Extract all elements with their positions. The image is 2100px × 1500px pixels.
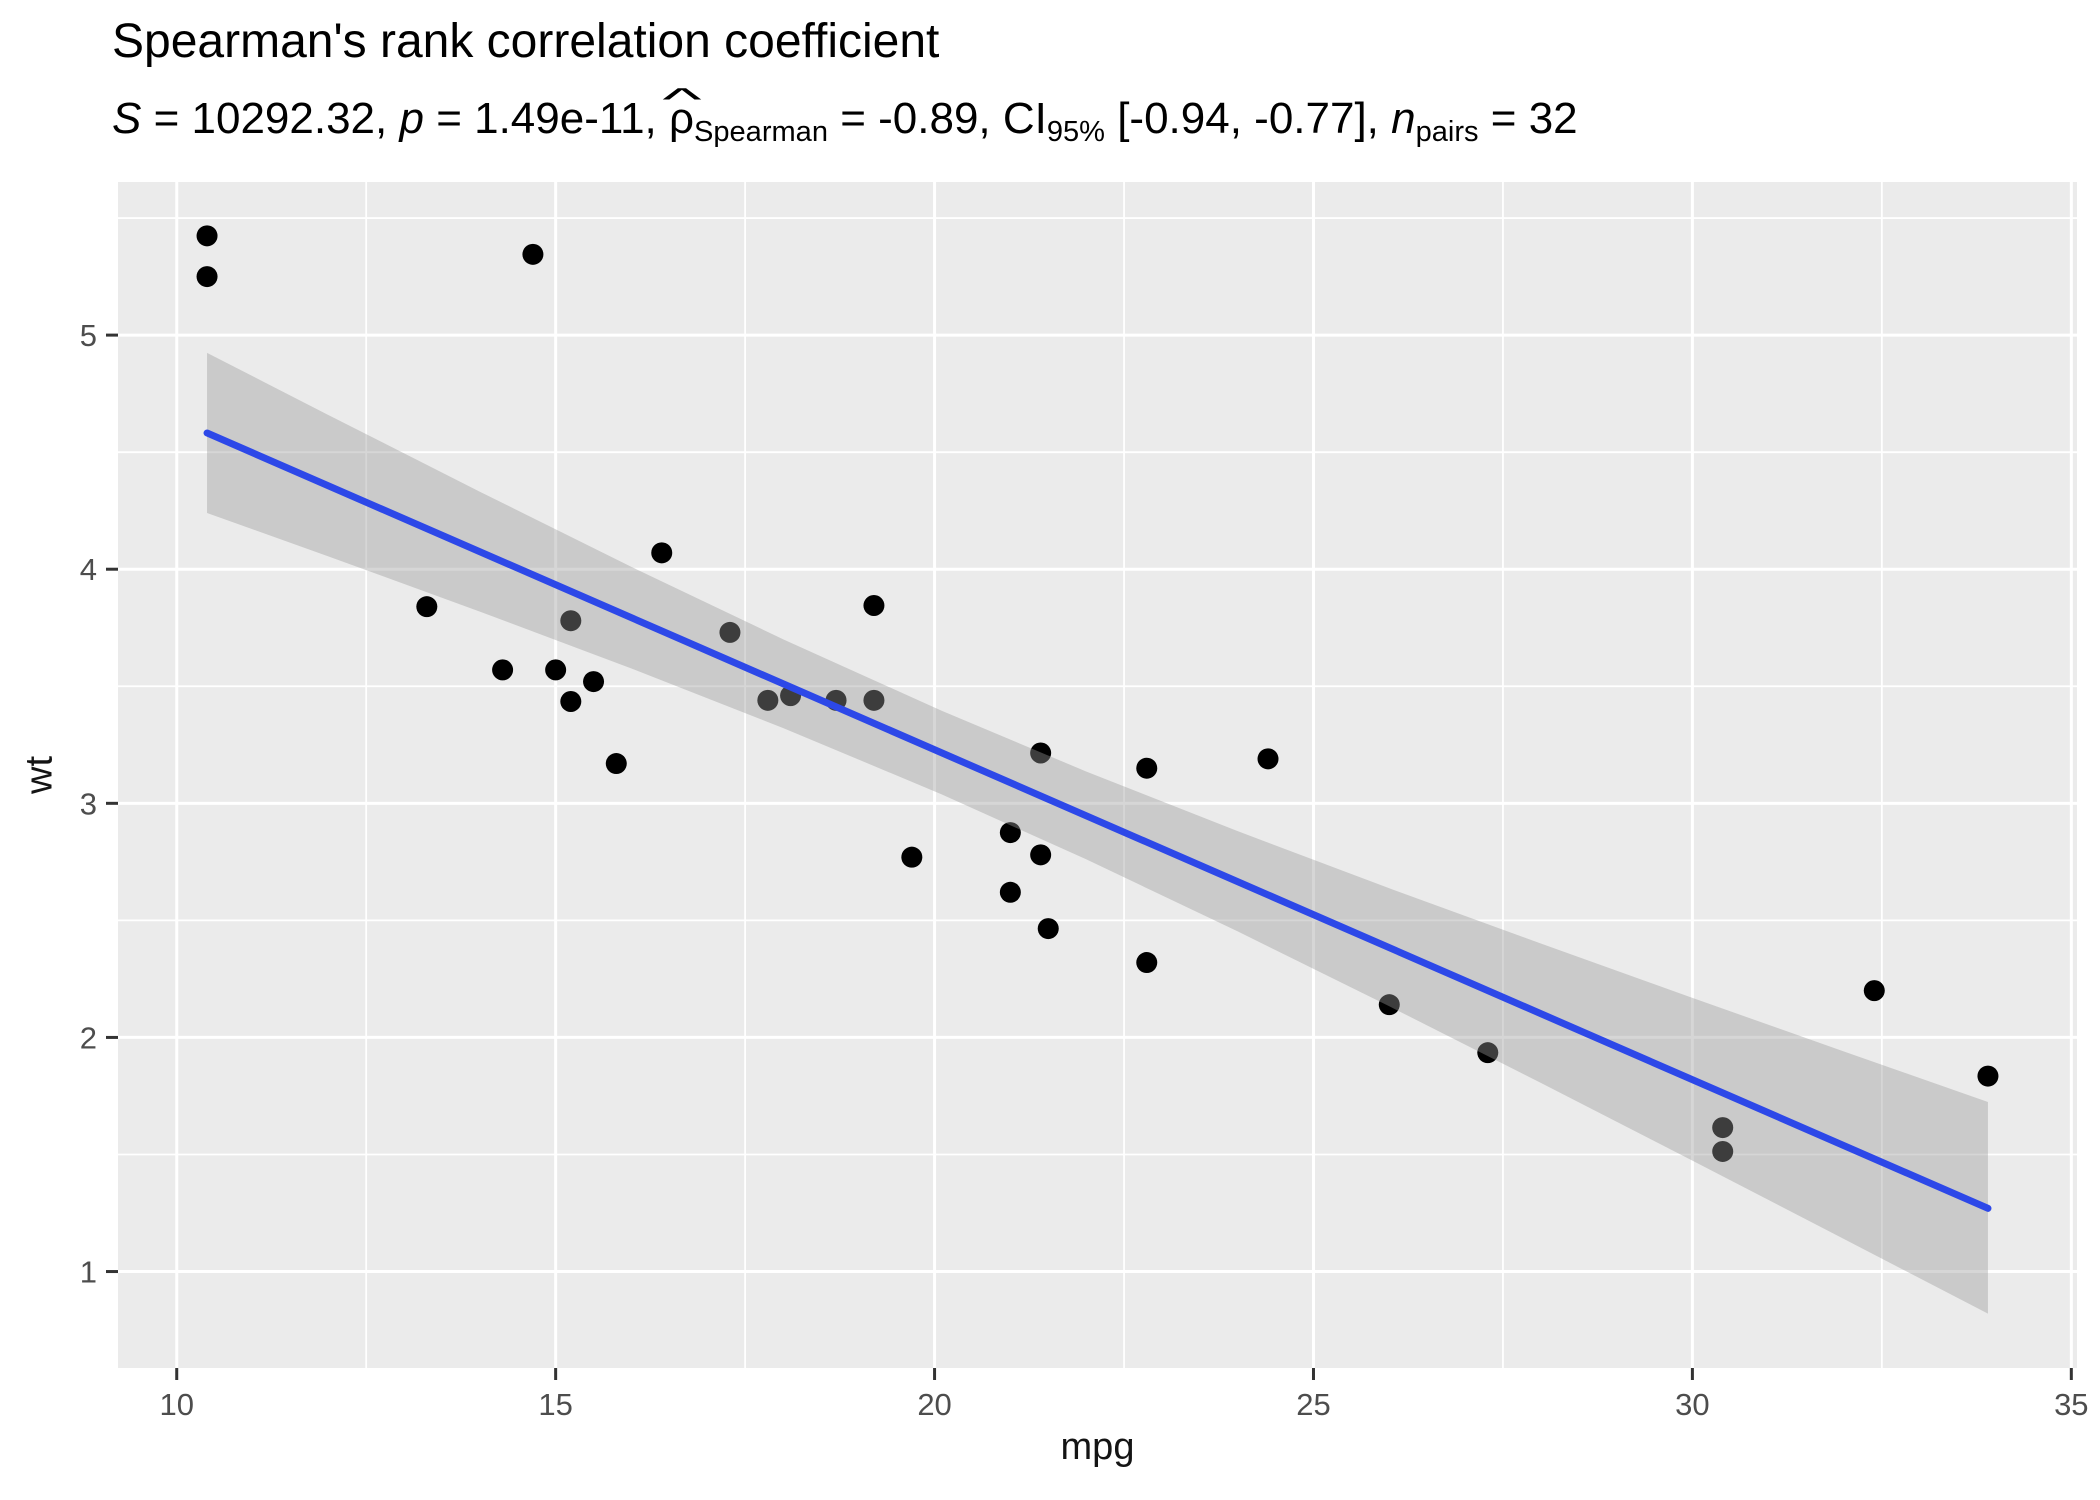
data-point: [1378, 994, 1400, 1016]
data-point: [863, 689, 885, 711]
data-point: [999, 822, 1021, 844]
data-point: [1712, 1140, 1734, 1162]
hat-accent: ^: [661, 81, 702, 117]
y-axis-title: wt: [18, 756, 61, 794]
data-point: [583, 671, 605, 693]
data-point: [1136, 757, 1158, 779]
x-tick-label: 15: [538, 1387, 572, 1422]
data-point: [1037, 918, 1059, 940]
data-point: [651, 542, 673, 564]
data-point: [719, 621, 741, 643]
subscript-text: pairs: [1415, 116, 1479, 149]
subscript-text: Spearman: [694, 116, 828, 149]
data-point: [545, 659, 567, 681]
subscript-text: 95%: [1046, 116, 1105, 149]
x-tick-label: 35: [2054, 1387, 2088, 1422]
data-point: [1136, 952, 1158, 974]
y-tick-label: 4: [80, 552, 97, 587]
plot-title: Spearman's rank correlation coefficient: [112, 15, 940, 68]
data-point: [416, 596, 438, 618]
data-point: [1030, 844, 1052, 866]
subtitle-text: S: [112, 94, 142, 143]
subtitle-text: [-0.94, -0.77],: [1104, 94, 1392, 143]
data-point: [901, 846, 923, 868]
data-point: [757, 689, 779, 711]
data-point: [605, 753, 627, 775]
y-tick-label: 5: [80, 318, 97, 353]
regression-line: [203, 429, 1992, 1212]
data-point: [522, 243, 544, 265]
x-tick-label: 30: [1675, 1387, 1709, 1422]
x-axis-title: mpg: [1060, 1426, 1135, 1468]
data-point: [863, 595, 885, 617]
data-point: [1712, 1117, 1734, 1139]
subtitle-text: p: [399, 94, 424, 143]
subtitle-text: n: [1391, 94, 1416, 143]
subtitle-text: = 1.49e-11,: [423, 94, 669, 143]
confidence-ribbon: [207, 352, 1988, 1314]
panel-background: [118, 182, 2077, 1368]
plot-subtitle-statistics: S = 10292.32, p = 1.49e-11, ^ ρSpearman =…: [112, 81, 1578, 149]
subtitle-text: = 10292.32,: [141, 94, 400, 143]
y-tick-label: 1: [80, 1255, 97, 1290]
x-tick-label: 20: [917, 1387, 951, 1422]
y-tick-label: 2: [80, 1020, 97, 1055]
data-point: [1863, 980, 1885, 1002]
rho-hat-symbol: ^ ρ: [661, 81, 702, 143]
x-tick-label: 25: [1296, 1387, 1330, 1422]
y-tick-label: 3: [80, 786, 97, 821]
data-point: [196, 266, 218, 288]
data-point: [1257, 748, 1279, 770]
data-point: [560, 610, 582, 632]
x-tick-label: 10: [159, 1387, 193, 1422]
subtitle-text: = -0.89, CI: [827, 94, 1047, 143]
data-point: [492, 659, 514, 681]
data-point: [560, 690, 582, 712]
data-point: [1477, 1042, 1499, 1064]
data-point: [1030, 742, 1052, 764]
subtitle-text: = 32: [1478, 94, 1578, 143]
data-point: [196, 225, 218, 247]
data-point: [999, 881, 1021, 903]
data-point: [1977, 1065, 1999, 1087]
